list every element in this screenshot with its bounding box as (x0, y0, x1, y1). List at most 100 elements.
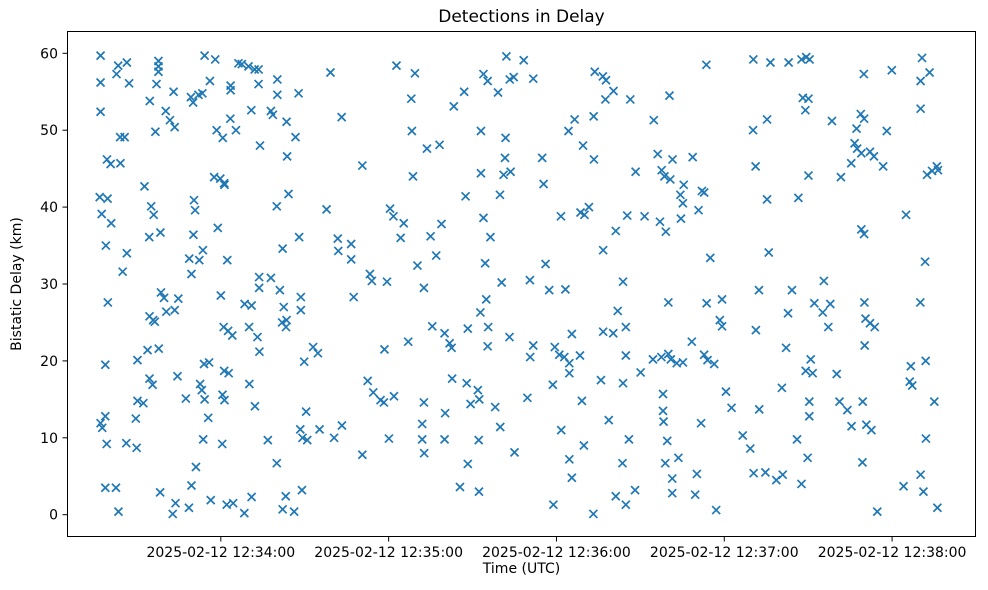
scatter-marker (500, 133, 511, 143)
scatter-marker (246, 492, 257, 502)
scatter-marker (856, 109, 866, 119)
scatter-marker (462, 378, 472, 388)
scatter-marker (419, 448, 429, 458)
scatter-marker (463, 324, 473, 334)
scatter-marker (717, 321, 727, 331)
scatter-marker (412, 260, 423, 271)
scatter-marker (777, 383, 787, 393)
scatter-marker (678, 357, 688, 368)
scatter-marker (138, 398, 148, 408)
scatter-marker (263, 435, 273, 445)
scatter-marker (244, 379, 254, 389)
scatter-marker (197, 385, 207, 395)
scatter-marker (693, 205, 704, 215)
scatter-marker (431, 250, 441, 261)
scatter-marker (859, 229, 869, 239)
scatter-marker (579, 210, 590, 220)
y-tick-label: 30 (40, 277, 58, 293)
scatter-marker (929, 397, 939, 407)
scatter-marker (481, 294, 491, 304)
scatter-marker (147, 380, 158, 390)
scatter-marker (751, 161, 761, 171)
scatter-marker (916, 470, 926, 480)
scatter-marker (804, 411, 814, 421)
scatter-marker (915, 297, 925, 308)
scatter-marker (333, 246, 343, 256)
scatter-marker (711, 505, 721, 515)
scatter-marker (237, 59, 247, 69)
scatter-marker (219, 366, 229, 376)
scatter-marker (916, 76, 926, 86)
scatter-marker (787, 285, 797, 295)
scatter-marker (203, 413, 213, 423)
scatter-marker (473, 385, 483, 395)
y-tick-label: 10 (40, 431, 58, 447)
scatter-marker (796, 54, 807, 65)
scatter-marker (806, 354, 816, 364)
scatter-marker (846, 158, 856, 168)
scatter-marker (422, 144, 432, 154)
scatter-marker (122, 248, 132, 258)
scatter-marker (480, 258, 490, 268)
scatter-marker (144, 373, 155, 384)
scatter-marker (217, 390, 228, 400)
scatter-marker (184, 254, 194, 264)
scatter-marker (446, 343, 457, 353)
scatter-marker (924, 67, 935, 78)
scatter-marker (216, 290, 226, 301)
x-tick-label: 2025-02-12 12:34:00 (146, 545, 295, 561)
scatter-marker (282, 151, 292, 161)
scatter-marker (396, 233, 406, 243)
scatter-marker (474, 435, 484, 445)
scatter-marker (624, 434, 634, 444)
scatter-marker (754, 404, 764, 414)
scatter-marker (498, 170, 509, 180)
scatter-marker (186, 269, 197, 279)
scatter-marker (702, 298, 712, 308)
scatter-marker (509, 72, 519, 82)
scatter-marker (500, 153, 510, 163)
scatter-marker (266, 273, 276, 283)
scatter-marker (384, 433, 394, 444)
scatter-marker (254, 347, 265, 357)
scatter-marker (333, 234, 343, 244)
scatter-marker (667, 154, 678, 165)
scatter-marker (636, 367, 646, 378)
scatter-marker (205, 76, 215, 86)
scatter-marker (186, 480, 197, 491)
scatter-marker (250, 64, 260, 75)
scatter-marker (254, 272, 264, 282)
scatter-marker (399, 218, 409, 228)
scatter-marker (765, 57, 776, 68)
scatter-marker (210, 54, 220, 65)
scatter-marker (410, 68, 420, 78)
scatter-marker (155, 487, 165, 497)
scatter-marker (168, 87, 179, 97)
scatter-marker (589, 111, 599, 121)
y-tick-label: 20 (40, 354, 58, 370)
scatter-marker (618, 378, 628, 388)
scatter-marker (818, 307, 828, 318)
scatter-marker (272, 201, 282, 211)
scatter-marker (528, 74, 538, 84)
scatter-marker (219, 178, 229, 188)
scatter-marker (449, 101, 459, 111)
scatter-marker (687, 337, 697, 347)
scatter-marker (219, 395, 230, 405)
scatter-marker (106, 218, 116, 228)
scatter-marker (297, 485, 307, 495)
scatter-marker (611, 491, 621, 501)
scatter-marker (921, 433, 931, 444)
scatter-marker (365, 269, 375, 279)
scatter-marker (279, 302, 289, 312)
scatter-marker (519, 55, 529, 65)
scatter-marker (233, 58, 244, 68)
scatter-marker (139, 181, 150, 191)
scatter-marker (550, 342, 560, 352)
x-tick-label: 2025-02-12 12:38:00 (818, 545, 967, 561)
scatter-marker (186, 92, 196, 102)
scatter-marker (856, 148, 866, 158)
scatter-marker (299, 357, 309, 367)
scatter-marker (439, 328, 450, 338)
